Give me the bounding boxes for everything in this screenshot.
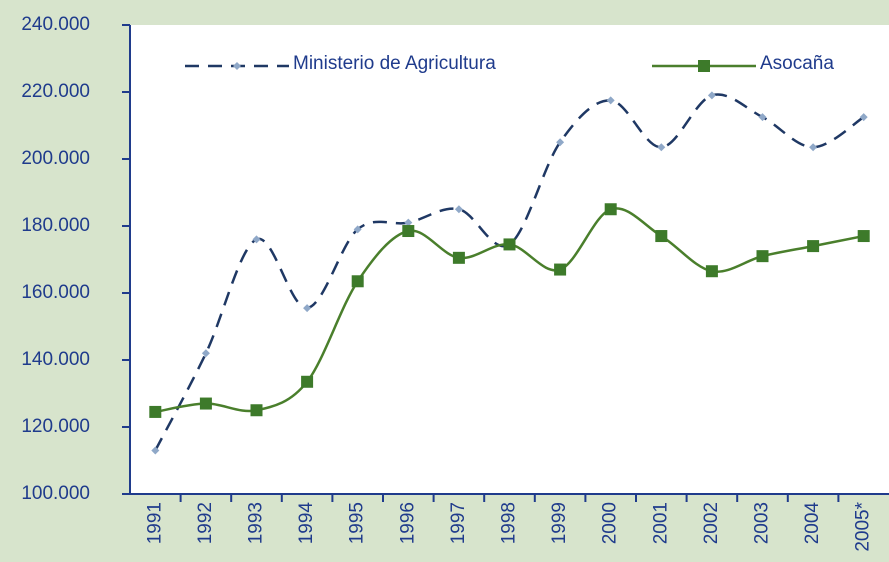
x-tick-label: 1998 bbox=[499, 502, 520, 544]
marker bbox=[402, 225, 415, 238]
y-tick-label: 120.000 bbox=[21, 416, 90, 437]
x-tick-label: 2001 bbox=[650, 502, 671, 544]
marker bbox=[454, 205, 463, 214]
marker bbox=[857, 230, 870, 243]
x-tick-label: 2003 bbox=[752, 502, 773, 544]
x-tick-label: 2004 bbox=[802, 502, 823, 545]
marker bbox=[604, 203, 617, 216]
marker bbox=[149, 405, 162, 418]
legend-label: Ministerio de Agricultura bbox=[293, 53, 496, 74]
marker bbox=[859, 113, 868, 122]
marker bbox=[758, 113, 767, 122]
y-tick-label: 100.000 bbox=[21, 483, 90, 504]
x-tick-label: 1999 bbox=[549, 502, 570, 544]
marker bbox=[705, 265, 718, 278]
marker bbox=[233, 62, 241, 70]
marker bbox=[655, 230, 668, 243]
marker bbox=[301, 375, 314, 388]
marker bbox=[351, 275, 364, 288]
marker bbox=[698, 60, 710, 72]
y-tick-label: 240.000 bbox=[21, 14, 90, 35]
x-tick-label: 1993 bbox=[246, 502, 267, 544]
marker bbox=[807, 240, 820, 253]
marker bbox=[151, 446, 160, 455]
plot-area bbox=[130, 25, 889, 494]
x-tick-label: 2000 bbox=[600, 502, 621, 544]
x-tick-label: 1992 bbox=[195, 502, 216, 544]
marker bbox=[201, 349, 210, 358]
marker bbox=[503, 238, 516, 251]
marker bbox=[303, 304, 312, 313]
y-tick-label: 200.000 bbox=[21, 148, 90, 169]
x-tick-label: 1991 bbox=[144, 502, 165, 544]
marker bbox=[657, 143, 666, 152]
x-tick-label: 1997 bbox=[448, 502, 469, 544]
marker bbox=[404, 218, 413, 227]
x-tick-label: 1995 bbox=[347, 502, 368, 544]
y-tick-label: 180.000 bbox=[21, 215, 90, 236]
marker bbox=[199, 397, 212, 410]
marker bbox=[452, 251, 465, 264]
marker bbox=[756, 250, 769, 263]
x-tick-label: 1996 bbox=[397, 502, 418, 544]
y-tick-label: 160.000 bbox=[21, 282, 90, 303]
marker bbox=[809, 143, 818, 152]
y-tick-label: 220.000 bbox=[21, 81, 90, 102]
marker bbox=[252, 235, 261, 244]
y-tick-label: 140.000 bbox=[21, 349, 90, 370]
marker bbox=[554, 263, 567, 276]
marker bbox=[707, 91, 716, 100]
legend-label: Asocaña bbox=[760, 53, 834, 74]
marker bbox=[353, 225, 362, 234]
marker bbox=[606, 96, 615, 105]
x-tick-label: 2005* bbox=[853, 501, 874, 551]
x-tick-label: 2002 bbox=[701, 502, 722, 544]
marker bbox=[250, 404, 263, 417]
marker bbox=[556, 138, 565, 147]
x-tick-label: 1994 bbox=[296, 502, 317, 545]
